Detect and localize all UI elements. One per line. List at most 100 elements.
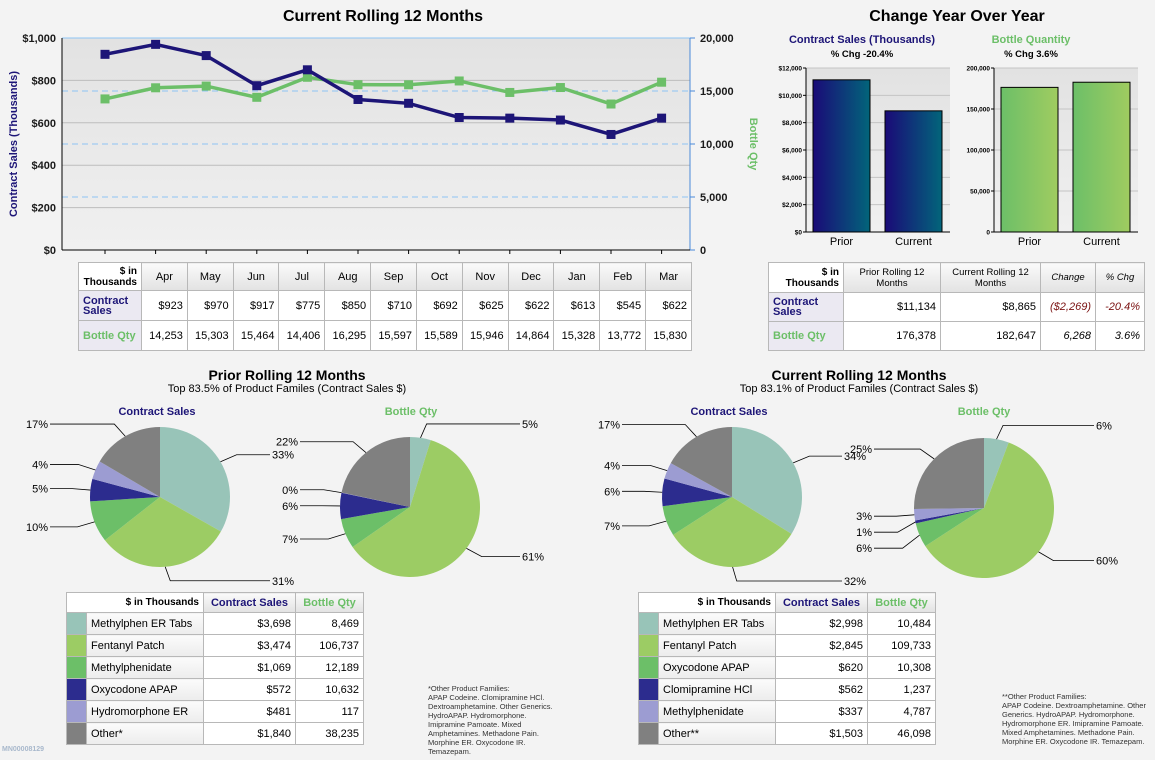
cell: 182,647 [940,321,1041,351]
pie-slice [341,507,410,548]
cell: $692 [415,290,463,321]
footnote-title: *Other Product Families: [428,684,510,693]
table-row: Hydromorphone ER $481 117 [66,700,364,723]
bar-chart-subtitle: % Chg 3.6% [1004,49,1058,60]
cell: $2,845 [775,634,868,657]
legend-swatch [638,678,659,701]
corner-label: $ in Thousands [768,262,844,293]
bar-prior [812,79,871,233]
contract-sales-point [454,113,464,122]
product-name: Methylphen ER Tabs [658,612,776,635]
bar-current [1072,81,1131,233]
pie-label: 25% [850,444,872,456]
table-row: Bottle Qty 176,378 182,647 6,268 3.6% [768,321,1145,351]
table-row: Bottle Qty 14,253 15,303 15,464 14,406 16,295… [78,320,692,351]
pie-leader-line [622,464,668,472]
cell: 15,589 [415,320,463,351]
bar-current [884,110,943,233]
cell: 14,864 [507,320,555,351]
pie-leader-line [874,534,920,549]
pie-leader-line [50,521,95,528]
pie-slice [341,492,410,507]
contract-sales-point [505,113,515,123]
table-row: Methylphenidate $1,069 12,189 [66,656,364,679]
corner-label: $ in Thousands [66,592,204,613]
pie-leader-line [420,423,520,438]
y2-tick-label: 15,000 [700,86,734,98]
month-header: May [186,262,234,291]
row-label: Bottle Qty [768,321,844,351]
pie-title: Contract Sales [118,406,195,418]
product-name: Hydromorphone ER [86,700,204,723]
pie-label: 34% [844,451,866,463]
bar-chart-title: Contract Sales (Thousands) [789,34,935,46]
y-tick-label: $10,000 [779,93,803,100]
cell: $8,865 [940,292,1041,322]
cell: -20.4% [1095,292,1145,322]
y-tick-label: $12,000 [779,66,803,73]
y-tick-label: $1,000 [22,33,56,45]
y-tick-label: $400 [32,160,56,172]
bar-chart-title: Bottle Quantity [992,34,1072,46]
product-name: Oxycodone APAP [658,656,776,679]
column-header: % Chg [1095,262,1145,293]
pie-label: 0% [282,485,298,497]
y2-tick-label: 20,000 [700,33,734,45]
table-row: Fentanyl Patch $3,474 106,737 [66,634,364,657]
contract-sales-point [302,65,312,75]
pie-slice [339,492,410,520]
contract-sales-point [606,129,616,139]
cell: $545 [599,290,647,321]
cell: 16,295 [324,320,372,351]
cell: 117 [295,700,364,723]
pie-slice [732,427,802,534]
contract-sales-point [252,81,262,91]
pie-leader-line [164,566,270,582]
prior-title: Prior Rolling 12 Months [208,367,366,383]
pie-slice [99,427,160,497]
pie-leader-line [50,423,126,437]
bottle-qty-point [201,81,211,91]
product-name: Fentanyl Patch [86,634,204,657]
y2-tick-label: 5,000 [700,192,728,204]
pie-slice [341,437,410,507]
month-header: Jul [278,262,326,291]
pie-slice [913,438,984,510]
legend-swatch [66,656,87,679]
pie-slice [160,427,230,532]
cell: 38,235 [295,722,364,745]
current-footnote: **Other Product Families: APAP Codeine. … [1002,692,1152,746]
footnote-title: **Other Product Families: [1002,692,1087,701]
bottle-qty-point [606,99,616,109]
pie-label: 61% [522,552,544,564]
month-header: Nov [461,262,509,291]
contract-sales-point [555,115,565,125]
month-header: Mar [645,262,692,291]
y-axis-label: Contract Sales (Thousands) [8,71,20,217]
y2-axis-label: Bottle Qty [747,118,759,171]
row-label: Contract Sales [768,292,844,322]
bottle-qty-point [302,72,312,82]
y-tick-label: $0 [44,245,56,257]
y2-tick-label: 0 [700,245,706,257]
report-id: MN00008129 [2,746,45,753]
legend-swatch [638,700,659,723]
yoy-table: $ in Thousands Prior Rolling 12 Months C… [768,262,1145,351]
x-tick-label: Prior [830,236,854,248]
cell: $625 [461,290,509,321]
cell: 1,237 [867,678,936,701]
cell: 13,772 [599,320,647,351]
cell: $775 [278,290,326,321]
y-tick-label: $200 [32,203,56,215]
y2-tick-label: 10,000 [700,139,734,151]
table-row: Other* $1,840 38,235 [66,722,364,745]
cell: $1,840 [203,722,296,745]
bottle-qty-point [555,83,565,93]
month-header: Jun [232,262,280,291]
cell: 14,253 [141,320,188,351]
table-row: Contract Sales $11,134 $8,865 ($2,269) -… [768,292,1145,322]
y-tick-label: $6,000 [782,148,802,155]
cell: $3,698 [203,612,296,635]
cell: $917 [232,290,280,321]
